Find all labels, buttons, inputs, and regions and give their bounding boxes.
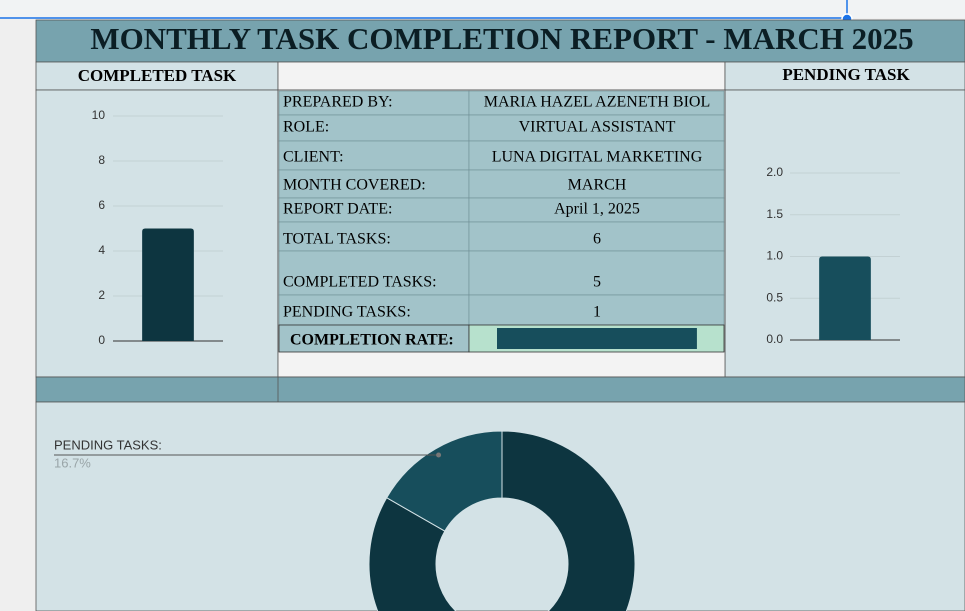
y-tick-label: 4	[98, 243, 105, 257]
completion-rate-bar	[497, 328, 697, 349]
y-tick-label: 1.5	[766, 207, 783, 221]
info-cell	[468, 294, 725, 326]
y-tick-label: 2.0	[766, 165, 783, 179]
y-tick-label: 10	[92, 108, 106, 122]
info-cell	[468, 221, 725, 252]
y-tick-label: 0.0	[766, 332, 783, 346]
info-label: TOTAL TASKS:	[283, 231, 391, 248]
info-value: 5	[593, 274, 601, 291]
info-label: PREPARED BY:	[283, 94, 393, 111]
divider-row	[35, 376, 965, 403]
bar	[142, 228, 194, 341]
info-value: April 1, 2025	[554, 201, 640, 218]
y-tick-label: 0	[98, 333, 105, 347]
info-cell	[468, 169, 725, 199]
title-row	[35, 19, 965, 63]
info-value: MARCH	[568, 177, 627, 194]
report-title: MONTHLY TASK COMPLETION REPORT - MARCH 2…	[90, 21, 913, 56]
info-cell	[278, 324, 470, 353]
info-cell	[468, 140, 725, 171]
completion-rate-label: COMPLETION RATE:	[290, 332, 454, 349]
info-label: CLIENT:	[283, 149, 344, 166]
info-value: VIRTUAL ASSISTANT	[519, 119, 676, 136]
pending-heading: PENDING TASK	[782, 65, 910, 84]
info-value: LUNA DIGITAL MARKETING	[492, 149, 703, 166]
donut-slice	[368, 430, 636, 611]
info-cell	[278, 221, 470, 252]
y-tick-label: 1.0	[766, 249, 783, 263]
y-tick-label: 6	[98, 198, 105, 212]
info-cell	[468, 250, 725, 296]
info-value: 6	[593, 231, 601, 248]
y-tick-label: 2	[98, 288, 105, 302]
info-value: MARIA HAZEL AZENETH BIOL	[484, 94, 711, 111]
info-cell	[278, 250, 470, 296]
info-table: PREPARED BY: MARIA HAZEL AZENETH BIOL ROLE…	[278, 90, 725, 353]
info-cell	[278, 294, 470, 326]
heading-cell	[277, 61, 726, 91]
donut-slice	[385, 430, 503, 532]
info-label: PENDING TASKS:	[283, 304, 411, 321]
leader-dot	[436, 452, 442, 458]
completed-heading: COMPLETED TASK	[78, 66, 237, 85]
info-value: 1	[593, 304, 601, 321]
slice-label: PENDING TASKS:	[54, 437, 162, 452]
info-label: ROLE:	[283, 119, 329, 136]
info-label: REPORT DATE:	[283, 201, 392, 218]
info-cell	[468, 90, 725, 116]
info-cell	[468, 197, 725, 223]
info-cell	[278, 197, 470, 223]
info-cell	[468, 114, 725, 142]
info-label: MONTH COVERED:	[283, 177, 426, 194]
toolbar-strip	[0, 0, 965, 18]
y-tick-label: 8	[98, 153, 105, 167]
heading-cell	[724, 61, 965, 91]
bar	[819, 256, 871, 340]
info-label: COMPLETED TASKS:	[283, 274, 437, 291]
slice-value-label: 16.7%	[54, 455, 91, 470]
info-cell	[278, 140, 470, 171]
y-tick-label: 0.5	[766, 290, 783, 304]
charts: 0 2 4 6 8 10 0.0 0.5 1.0 1.5 2.0 PENDING TASKS: 16.7…	[54, 108, 900, 611]
